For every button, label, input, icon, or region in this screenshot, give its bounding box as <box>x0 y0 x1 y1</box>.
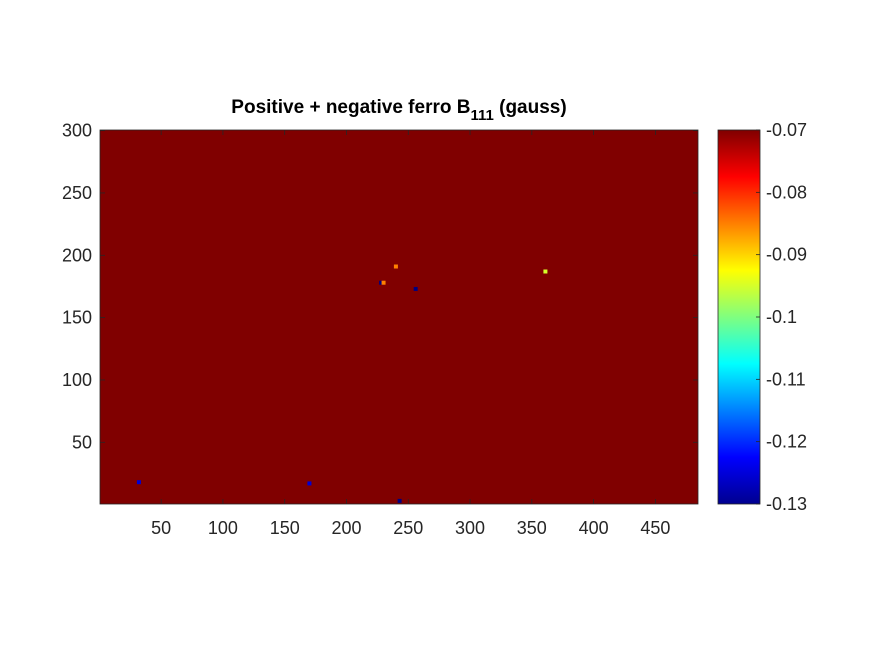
anomaly-pixel-3 <box>393 264 398 269</box>
colorbar-tick-label-3: -0.1 <box>766 307 797 327</box>
chart-title-subscript: 111 <box>470 107 493 124</box>
anomaly-pixel-2 <box>413 286 418 291</box>
y-tick-label-300: 300 <box>62 121 92 141</box>
x-tick-label-450: 450 <box>640 518 670 538</box>
x-tick-label-350: 350 <box>517 518 547 538</box>
y-tick-label-50: 50 <box>72 432 92 452</box>
colorbar-tick-label-5: -0.12 <box>766 432 807 452</box>
anomaly-pixel-7 <box>136 480 141 485</box>
y-axis: 50 100 150 200 250 300 <box>62 121 698 452</box>
x-tick-label-100: 100 <box>208 518 238 538</box>
chart-title-suffix: (gauss) <box>494 97 567 118</box>
colorbar-tick-label-0: -0.07 <box>766 120 807 140</box>
anomaly-pixel-6 <box>307 481 312 486</box>
plot-area <box>99 129 699 505</box>
colorbar-tick-label-6: -0.13 <box>766 494 807 514</box>
x-axis: 50 100 150 200 250 300 350 400 450 <box>151 130 670 538</box>
anomaly-pixel-4 <box>543 269 548 274</box>
colorbar-tick-label-1: -0.08 <box>766 182 807 202</box>
colorbar-tick-label-2: -0.09 <box>766 245 807 265</box>
anomaly-pixel-5 <box>397 498 402 503</box>
y-tick-label-150: 150 <box>62 308 92 328</box>
plot-frame <box>99 129 699 505</box>
x-tick-label-200: 200 <box>331 518 361 538</box>
x-tick-label-400: 400 <box>579 518 609 538</box>
colorbar-axis: -0.07 -0.08 -0.09 -0.1 -0.11 -0.12 -0.13 <box>756 120 807 514</box>
heatmap-background <box>100 130 698 504</box>
x-tick-label-250: 250 <box>393 518 423 538</box>
colorbar <box>717 129 761 505</box>
anomaly-layer <box>136 264 548 503</box>
x-tick-label-50: 50 <box>151 518 171 538</box>
x-tick-label-150: 150 <box>270 518 300 538</box>
anomaly-pixel-1 <box>381 280 386 285</box>
y-tick-label-250: 250 <box>62 183 92 203</box>
x-tick-label-300: 300 <box>455 518 485 538</box>
chart-title: Positive + negative ferro B111 (gauss) <box>231 97 566 124</box>
y-tick-label-200: 200 <box>62 245 92 265</box>
colorbar-tick-label-4: -0.11 <box>766 369 806 389</box>
chart-title-main: Positive + negative ferro B <box>231 97 470 118</box>
anomaly-pixel-0 <box>379 280 384 285</box>
y-tick-label-100: 100 <box>62 370 92 390</box>
